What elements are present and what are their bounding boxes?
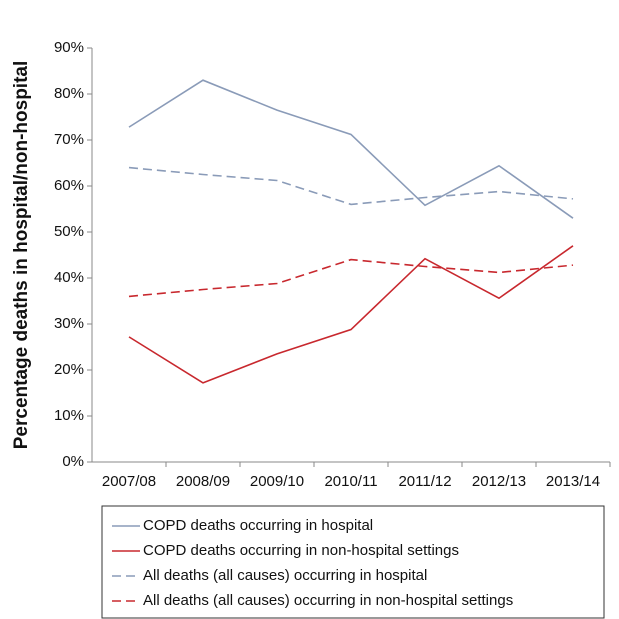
y-tick-label: 40% <box>54 269 84 286</box>
line-series <box>128 166 574 206</box>
line-series <box>128 245 574 384</box>
y-tick-label: 0% <box>62 453 84 470</box>
legend-label: COPD deaths occurring in non-hospital se… <box>143 542 459 559</box>
y-tick-label: 80% <box>54 85 84 102</box>
y-tick-label: 30% <box>54 315 84 332</box>
y-axis-label: Percentage deaths in hospital/non-hospit… <box>11 61 32 450</box>
legend-label: All deaths (all causes) occurring in non… <box>143 592 513 609</box>
y-tick-label: 90% <box>54 39 84 56</box>
x-tick-label: 2011/12 <box>398 473 451 490</box>
x-tick-label: 2010/11 <box>324 473 377 490</box>
x-tick-label: 2009/10 <box>250 473 304 490</box>
x-tick-label: 2013/14 <box>546 473 600 490</box>
y-tick-label: 60% <box>54 177 84 194</box>
legend-label: COPD deaths occurring in hospital <box>143 517 373 534</box>
x-tick-label: 2012/13 <box>472 473 526 490</box>
line-series <box>128 258 574 298</box>
y-tick-label: 70% <box>54 131 84 148</box>
x-tick-label: 2008/09 <box>176 473 230 490</box>
y-tick-label: 50% <box>54 223 84 240</box>
y-tick-label: 20% <box>54 361 84 378</box>
legend-box <box>101 505 605 619</box>
legend-label: All deaths (all causes) occurring in hos… <box>143 567 427 584</box>
x-tick-label: 2007/08 <box>102 473 156 490</box>
y-tick-label: 10% <box>54 407 84 424</box>
line-series <box>128 79 574 219</box>
